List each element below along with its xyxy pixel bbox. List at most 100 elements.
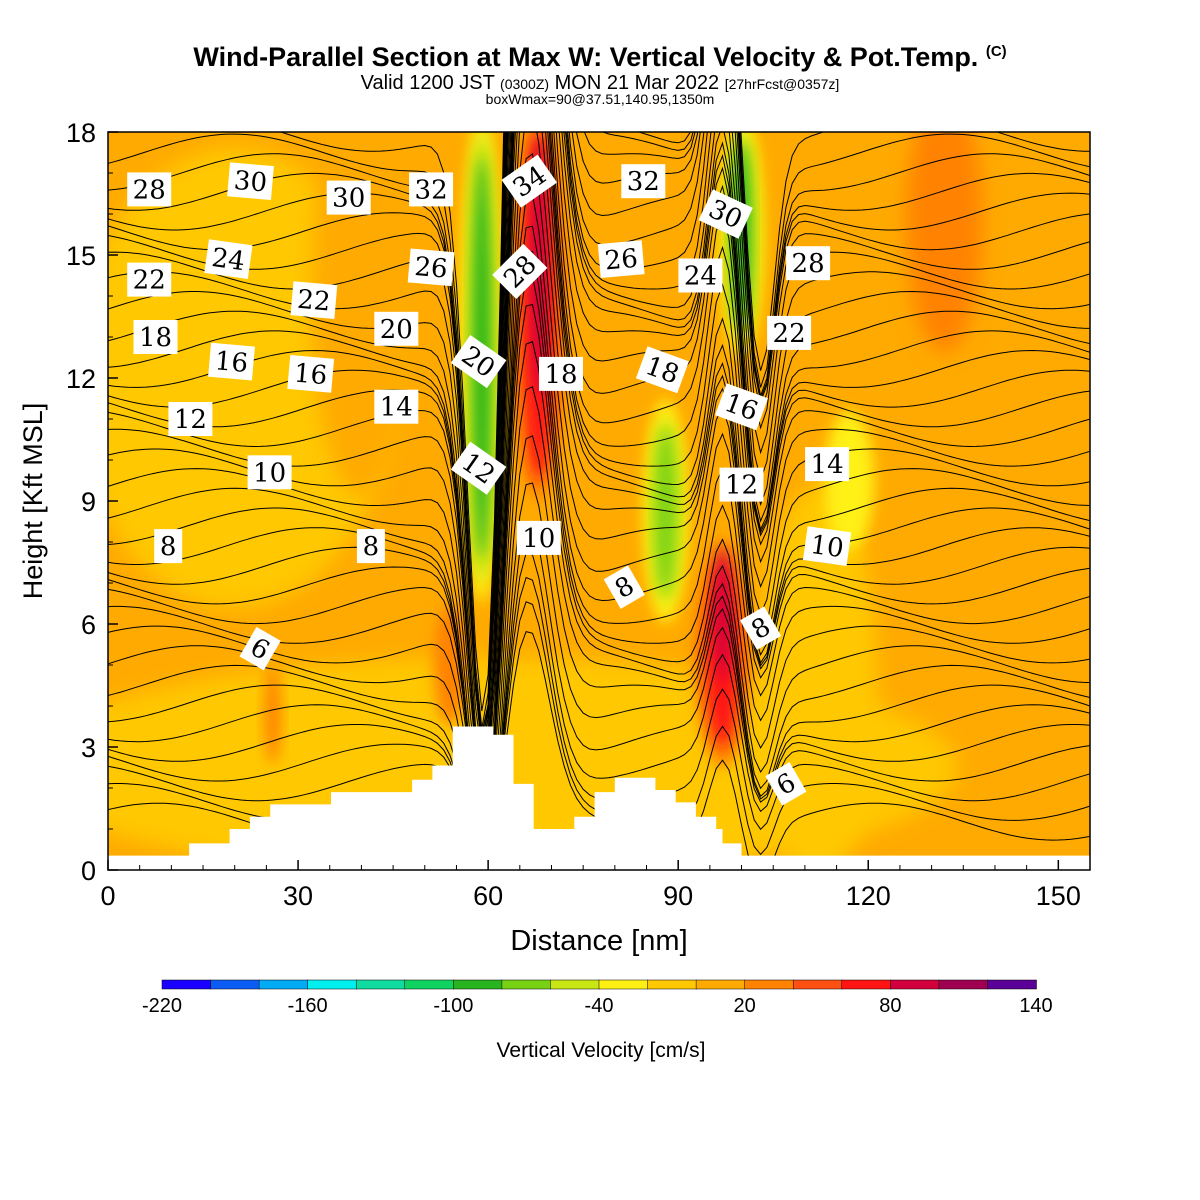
theta-contour-22 bbox=[108, 132, 1090, 786]
y-tick-label: 15 bbox=[66, 241, 96, 271]
contour-label-text: 30 bbox=[332, 184, 365, 214]
contour-label-24: 14 bbox=[374, 389, 419, 424]
contour-label-32: 10 bbox=[516, 520, 561, 555]
contour-label-13: 24 bbox=[678, 258, 723, 293]
y-tick-label: 6 bbox=[81, 610, 96, 640]
contour-label-text: 10 bbox=[808, 530, 845, 564]
chart-title: Wind-Parallel Section at Max W: Vertical… bbox=[0, 42, 1200, 73]
colorbar-tick-label: -160 bbox=[288, 995, 328, 1017]
colorbar-swatch bbox=[938, 979, 989, 990]
colorbar-swatch bbox=[501, 979, 552, 990]
x-tick-label: 90 bbox=[663, 881, 693, 911]
axes: 0 30 60 90 120 150 0 3 6 9 12 15 18 Distance [nm] Heig… bbox=[18, 118, 1081, 957]
contour-label-box bbox=[805, 447, 850, 482]
y-tick-label: 3 bbox=[81, 733, 96, 763]
colorbar-tick-label: 80 bbox=[879, 995, 901, 1017]
x-tick-label: 150 bbox=[1036, 881, 1081, 911]
terrain bbox=[108, 726, 1090, 870]
updraft-core-1 bbox=[714, 544, 731, 683]
contour-label-33: 10 bbox=[802, 526, 852, 566]
colorbar-swatch bbox=[550, 979, 600, 990]
contour-label-box bbox=[239, 626, 281, 671]
contour-label-17: 16 bbox=[287, 355, 335, 393]
contour-label-8: 24 bbox=[204, 239, 253, 279]
contour-label-text: 18 bbox=[544, 360, 577, 390]
contour-label-text: 8 bbox=[160, 532, 177, 562]
colorbar-swatch bbox=[307, 979, 357, 990]
contour-label-text: 28 bbox=[133, 175, 166, 205]
theta-contour-21 bbox=[108, 132, 1090, 780]
contour-label-box bbox=[287, 355, 335, 393]
colorbar-swatch bbox=[647, 979, 697, 990]
theta-contour-23 bbox=[108, 132, 1090, 793]
contour-label-text: 12 bbox=[174, 405, 207, 435]
colorbar-swatch bbox=[744, 979, 794, 990]
contour-label-12: 26 bbox=[597, 240, 645, 278]
contour-label-text: 14 bbox=[811, 450, 844, 480]
contour-label-15: 18 bbox=[133, 320, 178, 354]
contour-label-box bbox=[127, 262, 172, 297]
contour-label-box bbox=[621, 164, 666, 199]
contour-label-box bbox=[678, 258, 723, 293]
contour-label-text: 32 bbox=[415, 175, 448, 205]
theta-contour-17 bbox=[108, 132, 1090, 819]
theta-contour-7 bbox=[108, 435, 1090, 870]
x-tick-label: 120 bbox=[846, 881, 891, 911]
contour-label-text: 8 bbox=[363, 532, 380, 562]
y-tick-label: 12 bbox=[66, 364, 96, 394]
colorbar-tick-label: -220 bbox=[142, 995, 182, 1017]
theta-contour-28 bbox=[108, 132, 1090, 742]
theta-contour-34 bbox=[108, 132, 1090, 744]
contour-label-box bbox=[739, 606, 782, 650]
theta-contour-9 bbox=[108, 340, 1090, 847]
x-tick-label: 60 bbox=[473, 881, 503, 911]
theta-contour-16 bbox=[108, 132, 1090, 833]
contour-label-box bbox=[204, 239, 253, 279]
colorbar-swatch bbox=[355, 979, 406, 990]
contour-label-10: 26 bbox=[407, 248, 455, 287]
colorbar-swatch bbox=[258, 979, 309, 990]
x-axis-label: Distance [nm] bbox=[510, 925, 687, 957]
contour-label-26: 10 bbox=[247, 455, 292, 490]
contour-label-text: 24 bbox=[684, 262, 717, 292]
colorbar-swatch bbox=[792, 979, 843, 990]
contour-label-23: 12 bbox=[168, 402, 213, 436]
theta-contour-15 bbox=[108, 153, 1090, 841]
contour-label-text: 20 bbox=[380, 315, 413, 345]
contour-label-text: 14 bbox=[380, 393, 413, 423]
theta-contour-14 bbox=[108, 193, 1090, 839]
colorbar-tick-label: 140 bbox=[1019, 995, 1052, 1017]
contour-label-box bbox=[208, 342, 255, 381]
colorbar-swatch bbox=[598, 979, 649, 990]
contour-label-31: 8 bbox=[356, 529, 385, 564]
contour-label-box bbox=[133, 320, 178, 354]
colorbar: -220 -160 -100 -40 20 80 140 Vertical Velocity … bbox=[142, 979, 1053, 1062]
contour-label-9: 22 bbox=[290, 281, 338, 319]
contour-label-box bbox=[407, 248, 455, 287]
colorbar-swatch bbox=[404, 979, 455, 990]
contour-label-box bbox=[597, 240, 645, 278]
colorbar-tick-label: -40 bbox=[585, 995, 614, 1017]
velocity-field bbox=[108, 132, 983, 870]
contour-label-18: 20 bbox=[374, 311, 419, 346]
colorbar-swatch bbox=[890, 979, 940, 990]
contour-label-0: 28 bbox=[127, 172, 172, 207]
contour-label-3: 32 bbox=[409, 172, 454, 207]
contour-label-box bbox=[786, 246, 831, 281]
contour-label-box bbox=[154, 529, 183, 564]
contour-label-box bbox=[227, 162, 274, 201]
contour-label-box bbox=[635, 346, 689, 394]
theta-contour-4 bbox=[108, 552, 1090, 870]
theta-contour-30 bbox=[108, 132, 1090, 735]
contour-label-box bbox=[802, 526, 852, 566]
contour-label-text: 26 bbox=[603, 244, 639, 277]
contour-label-text: 10 bbox=[522, 524, 555, 554]
theta-contour-31 bbox=[108, 132, 1090, 742]
contour-label-box bbox=[492, 243, 548, 299]
forecast-info: [27hrFcst@0357z] bbox=[724, 76, 840, 92]
contour-label-25: 16 bbox=[715, 383, 768, 431]
theta-contour-32 bbox=[108, 132, 1090, 749]
contour-label-box bbox=[290, 281, 338, 319]
contour-label-box bbox=[516, 520, 561, 555]
